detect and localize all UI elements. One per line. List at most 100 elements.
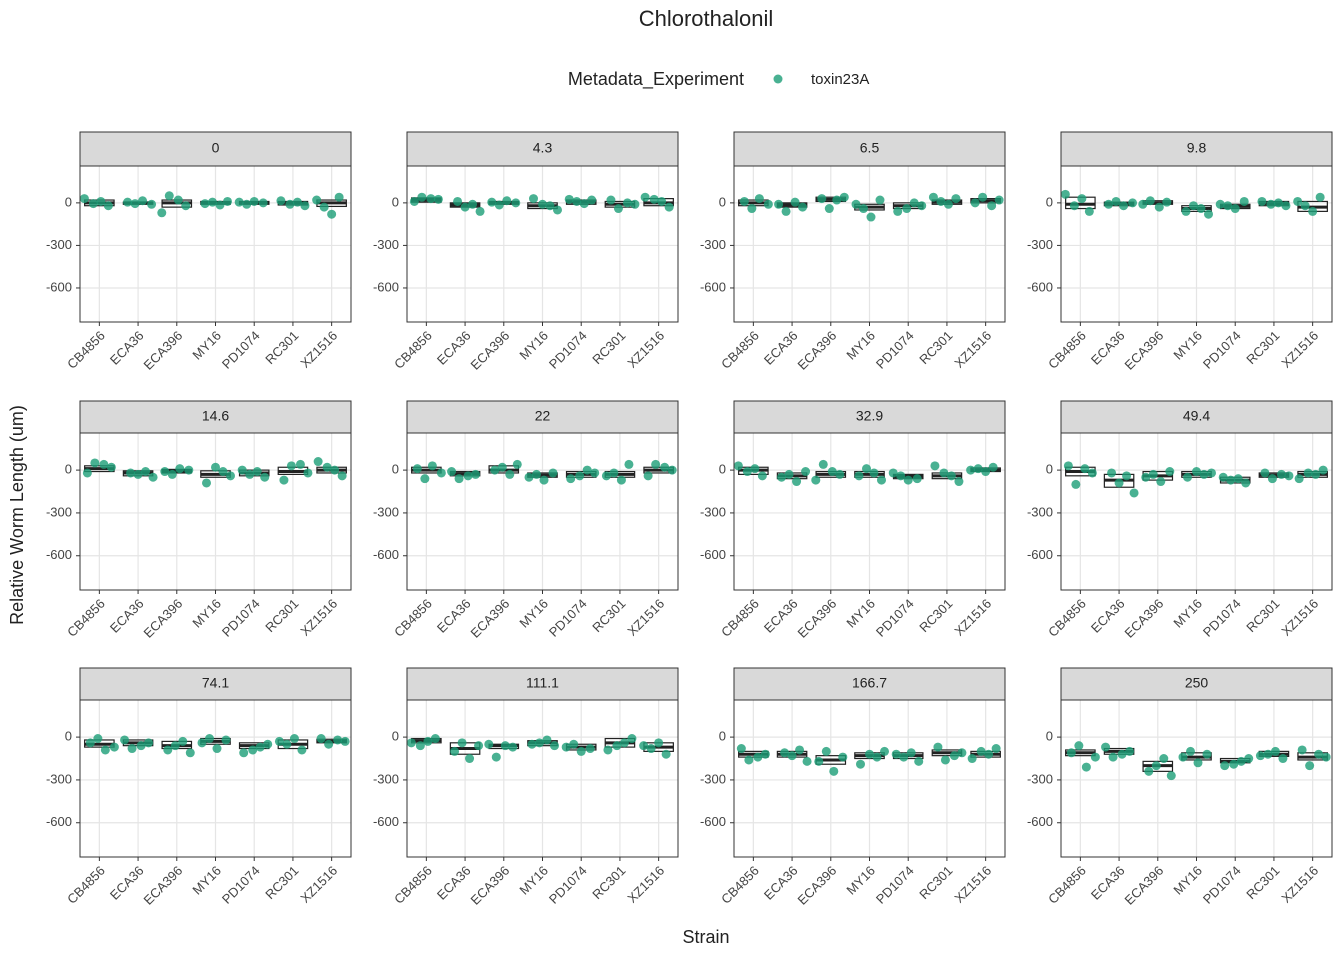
strip [733,667,1006,701]
y-tick-label: -300 [373,237,399,252]
y-tick-label: -600 [700,279,726,294]
data-point [946,471,956,481]
x-tick-label: XZ1516 [297,863,340,906]
data-point [1315,192,1325,202]
data-point [79,194,89,204]
data-point [1215,199,1225,209]
strip [79,667,352,701]
data-point [109,742,119,752]
data-point [133,469,143,479]
panel-label: 250 [1185,675,1209,691]
x-tick-label: CB4856 [391,863,435,907]
panel-label: 6.5 [860,140,880,156]
data-point [475,206,485,216]
data-point [891,749,901,759]
x-tick-label: ECA396 [140,328,185,373]
data-point [226,471,235,481]
y-tick-label: -300 [700,771,726,786]
data-point [784,469,794,479]
data-point [1266,199,1276,209]
data-point [538,199,547,209]
x-tick-label: CB4856 [391,596,435,640]
x-tick-label: RC301 [589,328,628,367]
data-point [757,471,767,481]
data-point [917,201,927,211]
data-point [430,734,440,744]
data-point [500,741,510,751]
data-point [494,200,504,210]
panel-label: 0 [212,140,220,156]
data-point [790,197,800,207]
data-point [1144,766,1154,776]
y-tick-label: 0 [1046,194,1053,209]
data-point [286,461,296,471]
data-point [872,752,882,762]
data-point [912,474,922,484]
data-point [144,738,154,748]
data-point [126,468,136,478]
data-point [123,197,133,207]
data-point [197,738,207,748]
data-point [777,472,787,482]
data-point [877,475,886,485]
data-point [1202,749,1212,759]
data-point [423,736,433,746]
data-point [811,475,821,485]
data-point [1151,761,1161,771]
data-point [1244,754,1254,764]
data-point [491,752,501,762]
data-point [1181,206,1191,216]
data-point [639,741,649,751]
data-point [221,735,231,745]
strip [1060,667,1333,701]
data-point [1257,196,1267,206]
data-point [984,749,994,759]
data-point [1297,745,1307,755]
data-point [561,742,571,752]
data-point [426,194,436,204]
data-point [527,739,537,749]
x-tick-label: CB4856 [391,328,435,372]
y-tick-label: -300 [1027,237,1053,252]
data-point [1186,746,1195,756]
data-point [1119,201,1129,211]
y-tick-label: -600 [373,814,399,829]
data-point [1314,749,1324,759]
x-tick-label: XZ1516 [297,328,340,371]
y-tick-label: -600 [700,547,726,562]
data-point [616,475,626,485]
data-point [1156,477,1166,487]
y-tick-label: -300 [373,504,399,519]
data-point [1305,761,1315,771]
x-tick-label: XZ1516 [1278,328,1321,371]
y-tick-label: -300 [46,237,72,252]
strip [79,131,352,167]
x-tick-label: ECA396 [1121,596,1166,641]
strip [733,131,1006,167]
y-tick-label: -600 [46,814,72,829]
data-point [739,196,749,206]
x-tick-label: MY16 [1170,863,1205,898]
data-point [263,739,273,749]
strip [79,400,352,434]
data-point [433,194,443,204]
data-point [223,196,232,206]
data-point [1207,468,1216,478]
y-tick-label: 0 [65,462,72,477]
x-tick-label: MY16 [189,863,224,898]
x-tick-label: RC301 [262,328,301,367]
data-point [529,194,538,204]
data-point [1154,202,1164,212]
data-point [1074,741,1084,751]
data-point [835,469,845,479]
x-tick-label: RC301 [916,863,955,902]
data-point [909,198,919,208]
data-point [818,459,828,469]
panel-label: 111.1 [526,675,559,691]
x-tick-label: RC301 [589,863,628,902]
data-point [1087,468,1097,478]
data-point [838,752,848,762]
x-tick-label: ECA396 [467,596,512,641]
data-point [215,200,225,210]
